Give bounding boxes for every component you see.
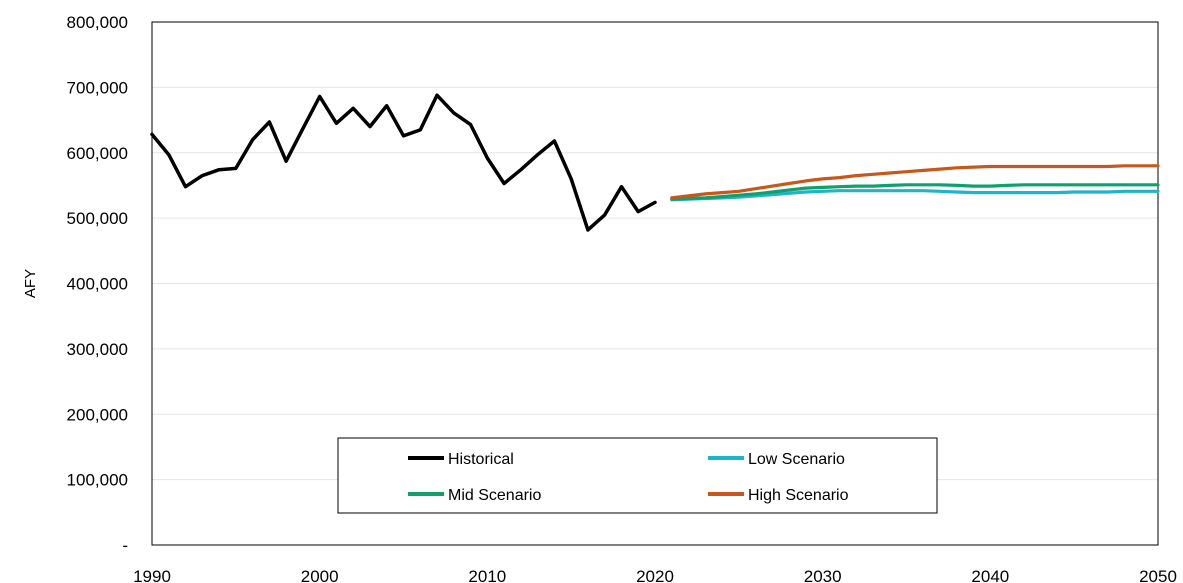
x-tick-label: 1990 [133,567,171,583]
x-tick-label: 2050 [1139,567,1177,583]
legend-label-mid-scenario: Mid Scenario [448,487,541,504]
y-tick-label: 200,000 [67,405,128,424]
y-tick-label: 300,000 [67,340,128,359]
x-tick-label: 2030 [804,567,842,583]
legend-box [337,437,938,514]
plot-area-frame [151,21,1159,546]
x-tick-label: 2010 [468,567,506,583]
y-tick-label: - [122,536,128,555]
legend-label-low-scenario: Low Scenario [748,451,845,468]
y-tick-label: 500,000 [67,209,128,228]
series-lines [150,93,1160,232]
y-tick-label: 800,000 [67,13,128,32]
y-axis-ticks: - 100,000 200,000 300,000 400,000 500,000 600,… [67,13,128,555]
x-axis-ticks: 1990 2000 2010 2020 2030 2040 2050 [133,567,1177,583]
legend: Historical Low Scenario Mid Scenario High S… [337,437,938,514]
y-tick-label: 600,000 [67,144,128,163]
y-axis-title: AFY [22,269,39,298]
historical-line [150,93,657,232]
y-tick-label: 100,000 [67,471,128,490]
y-tick-label: 700,000 [67,78,128,97]
mid-scenario-line [670,183,1160,201]
legend-label-high-scenario: High Scenario [748,487,849,504]
x-tick-label: 2020 [636,567,674,583]
x-tick-label: 2000 [301,567,339,583]
high-scenario-line [670,164,1160,200]
grid-lines [152,86,1158,481]
low-scenario-line [670,189,1160,202]
legend-label-historical: Historical [448,451,514,468]
x-tick-label: 2040 [971,567,1009,583]
y-tick-label: 400,000 [67,275,128,294]
